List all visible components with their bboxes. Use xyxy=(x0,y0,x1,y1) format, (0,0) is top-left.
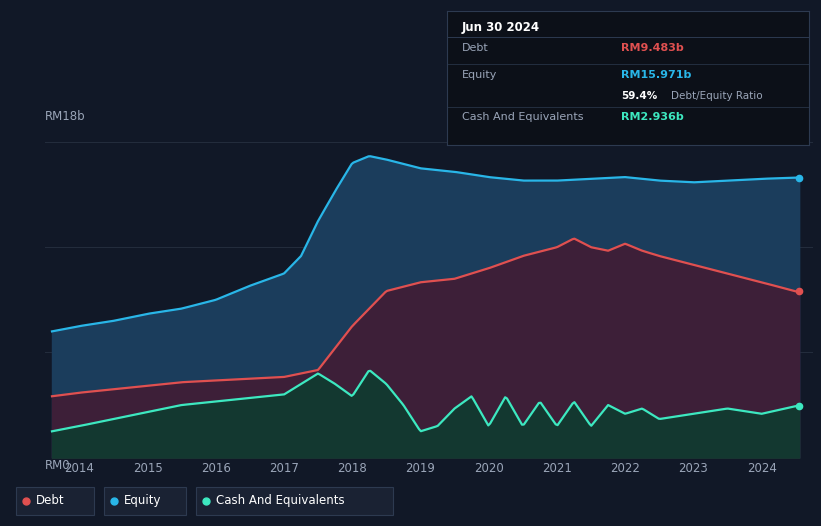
Text: Cash And Equivalents: Cash And Equivalents xyxy=(462,113,584,123)
Text: Jun 30 2024: Jun 30 2024 xyxy=(462,21,540,34)
Text: Debt: Debt xyxy=(36,494,65,507)
Text: Cash And Equivalents: Cash And Equivalents xyxy=(216,494,345,507)
FancyBboxPatch shape xyxy=(16,487,94,515)
Text: RM0: RM0 xyxy=(45,459,71,472)
Text: RM18b: RM18b xyxy=(45,110,85,123)
Text: RM15.971b: RM15.971b xyxy=(621,69,691,79)
Text: Equity: Equity xyxy=(124,494,162,507)
FancyBboxPatch shape xyxy=(196,487,393,515)
Text: Debt: Debt xyxy=(462,43,488,53)
Text: Equity: Equity xyxy=(462,69,498,79)
Text: RM2.936b: RM2.936b xyxy=(621,113,684,123)
Text: RM9.483b: RM9.483b xyxy=(621,43,684,53)
Text: 59.4%: 59.4% xyxy=(621,91,657,101)
FancyBboxPatch shape xyxy=(104,487,186,515)
Text: Debt/Equity Ratio: Debt/Equity Ratio xyxy=(672,91,763,101)
